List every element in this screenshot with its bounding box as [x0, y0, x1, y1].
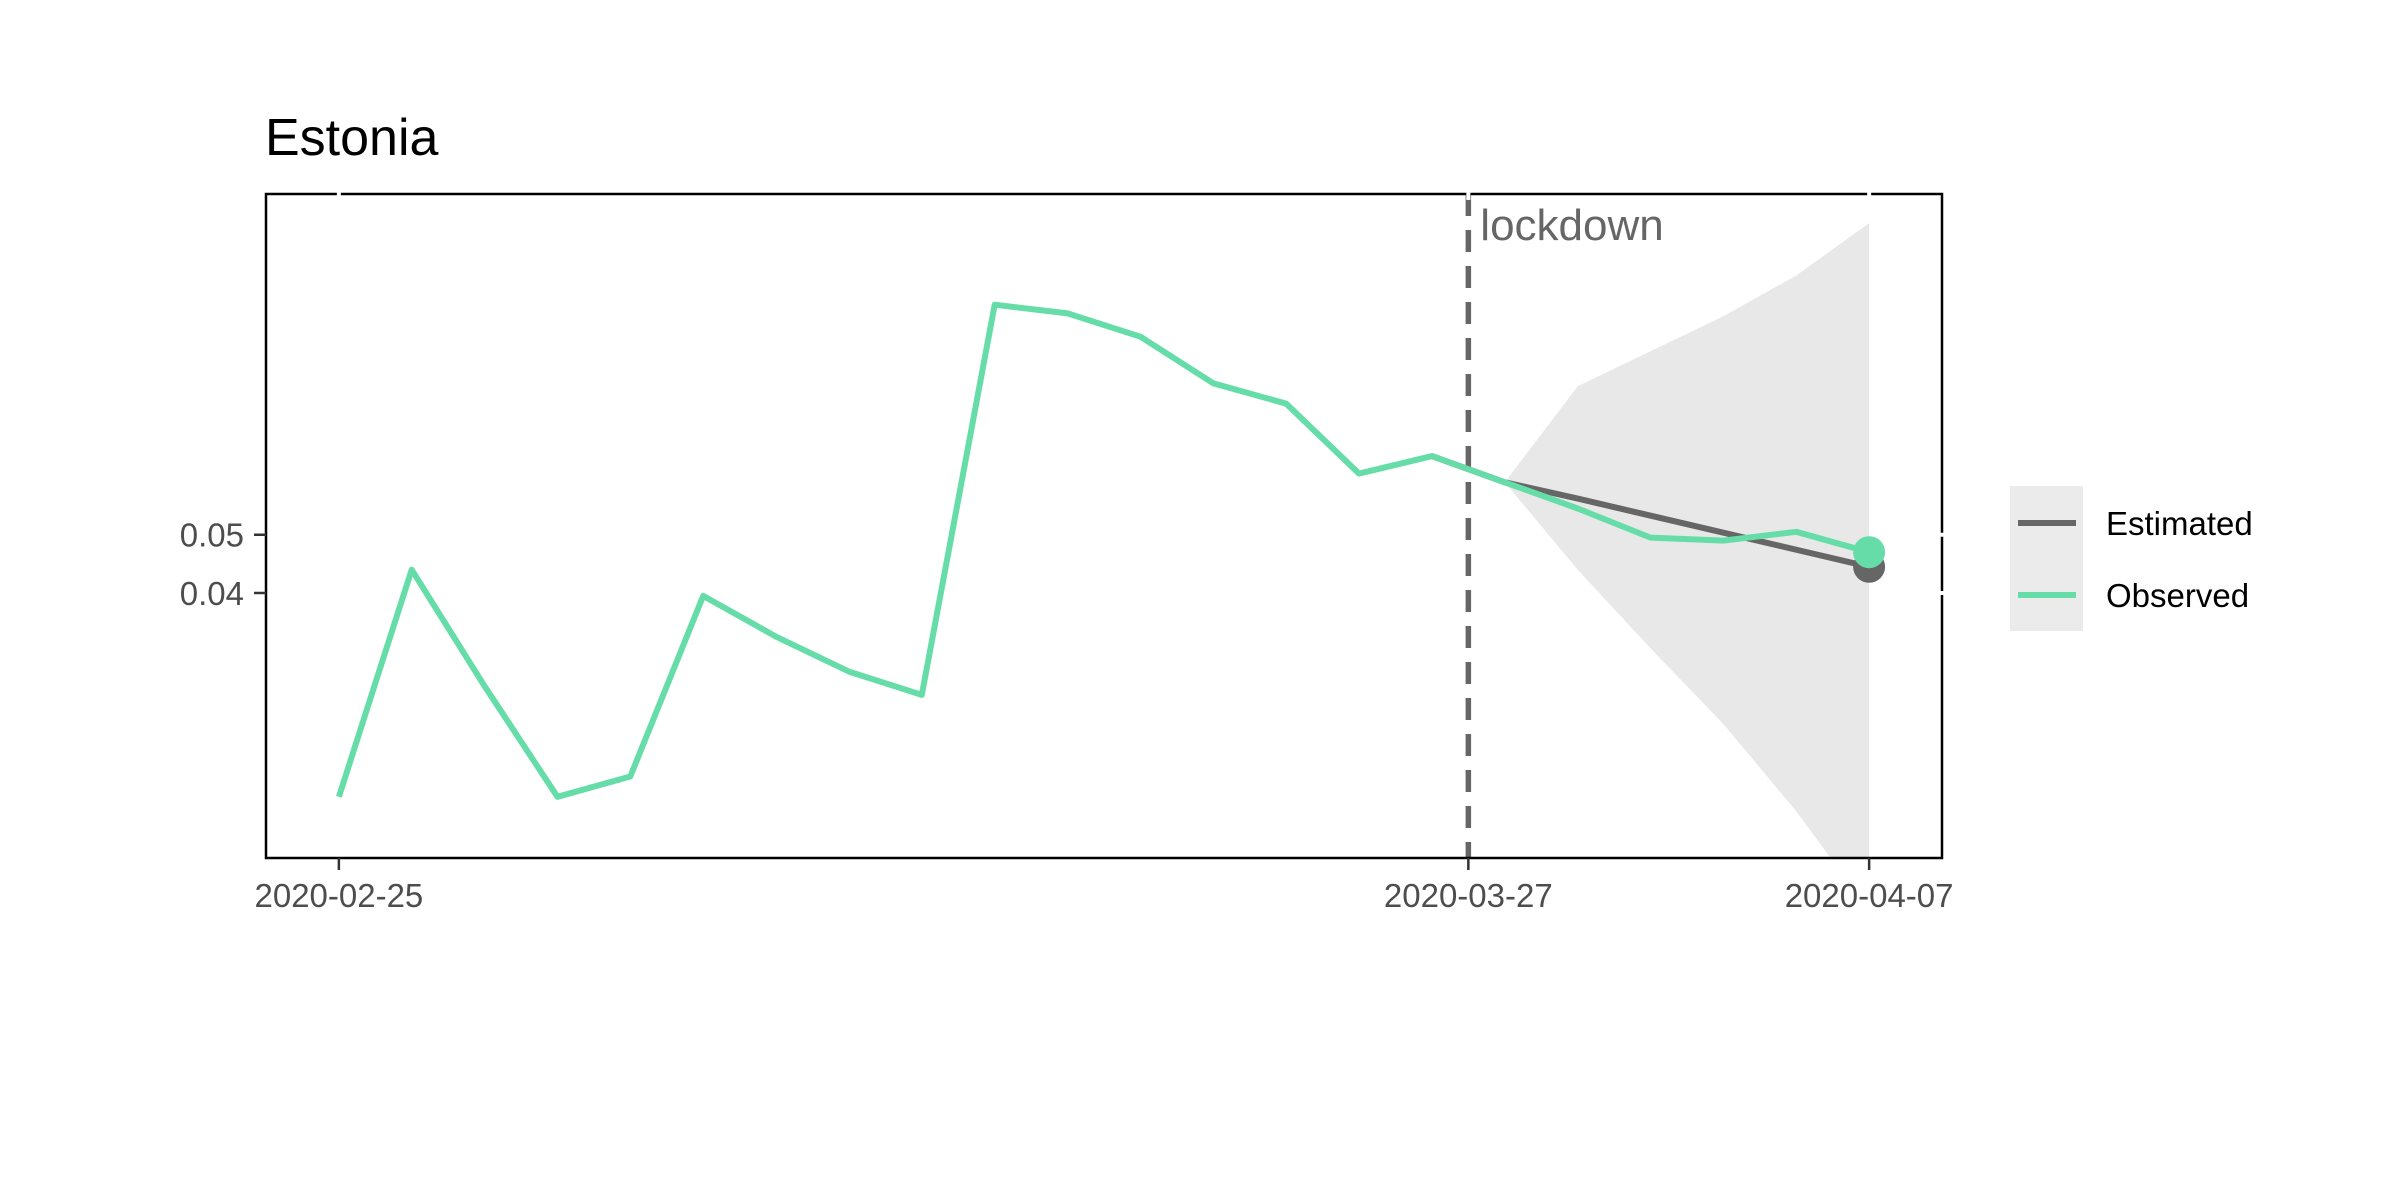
x-axis: 2020-02-25 2020-03-27 2020-04-07	[254, 192, 1954, 914]
plot-area: lockdown	[264, 192, 1944, 860]
x-tick-label: 2020-02-25	[254, 877, 423, 914]
legend-label-observed: Observed	[2106, 577, 2249, 614]
y-tick-label: 0.04	[180, 575, 244, 612]
legend: Estimated Observed	[2010, 486, 2253, 631]
lockdown-annotation: lockdown	[1480, 201, 1663, 250]
x-tick-label: 2020-04-07	[1785, 877, 1954, 914]
x-tick-label: 2020-03-27	[1384, 877, 1553, 914]
observed-series-line	[336, 301, 1870, 800]
confidence-ribbon-layer	[1504, 223, 1870, 858]
chart-title: Estonia	[265, 109, 439, 167]
y-axis: 0.05 0.04	[180, 517, 1944, 612]
observed-series-end-point	[1853, 536, 1886, 569]
legend-label-estimated: Estimated	[2106, 505, 2253, 542]
legend-key-background	[2010, 486, 2083, 631]
lockdown-marker-layer: lockdown	[1465, 194, 1664, 858]
observed-series-layer	[336, 301, 1886, 800]
y-tick-label: 0.05	[180, 517, 244, 554]
confidence-ribbon	[1504, 223, 1870, 858]
panel-border	[264, 192, 1944, 860]
